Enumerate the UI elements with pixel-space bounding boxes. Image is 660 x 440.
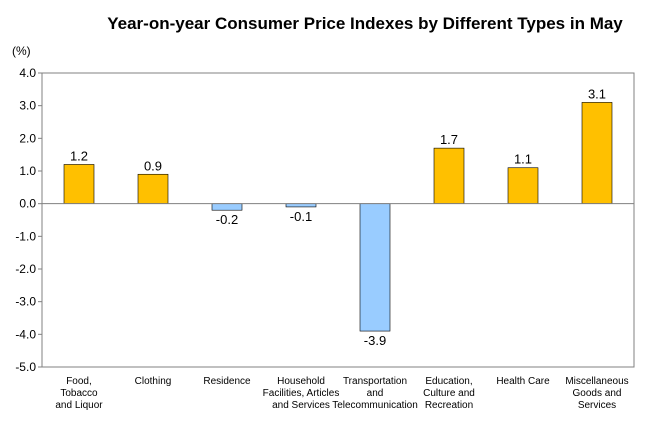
category-label-line: Telecommunication: [332, 400, 418, 411]
category-label-line: Services: [578, 400, 616, 411]
bar: [359, 203, 391, 332]
data-label: 1.1: [514, 152, 532, 167]
y-tick-label: -4.0: [15, 327, 36, 341]
category-label-line: Facilities, Articles: [263, 388, 340, 399]
category-label-line: and Liquor: [55, 400, 103, 411]
category-label-line: Recreation: [425, 400, 473, 411]
category-label: Household Facilities, Articles and Service…: [263, 376, 340, 411]
category-label-line: and: [367, 388, 384, 399]
category-label-line: Culture and: [423, 388, 475, 399]
category-label-line: Transportation: [343, 376, 407, 387]
category-label: Education, Culture and Recreation: [423, 376, 475, 411]
y-tick-label: -3.0: [15, 295, 36, 309]
category-label: Food, Tobacco and Liquor: [55, 376, 103, 411]
y-axis-unit: (%): [12, 44, 31, 58]
y-tick-label: -1.0: [15, 229, 36, 243]
category-label: Transportation and Telecommunication: [332, 376, 418, 411]
category-label-line: Miscellaneous: [565, 376, 628, 387]
data-label: 1.7: [440, 132, 458, 147]
y-tick-label: 2.0: [19, 131, 36, 145]
bar: [211, 203, 243, 211]
data-label: -0.2: [216, 212, 238, 227]
y-tick-label: 4.0: [19, 66, 36, 80]
bar: [137, 173, 169, 204]
category-label-line: Clothing: [135, 376, 172, 387]
category-label-line: Health Care: [496, 376, 550, 387]
bar: [507, 167, 539, 204]
category-label-line: Household: [277, 376, 325, 387]
bar: [433, 147, 465, 204]
y-tick-label: -5.0: [15, 360, 36, 374]
category-label: Health Care: [496, 376, 550, 387]
category-label: Residence: [203, 376, 251, 387]
y-tick-label: 1.0: [19, 164, 36, 178]
data-label: 1.2: [70, 148, 88, 163]
category-label: Miscellaneous Goods and Services: [565, 376, 628, 411]
data-label: 3.1: [588, 86, 606, 101]
category-label-line: Education,: [425, 376, 472, 387]
plot-area-frame: [41, 72, 635, 368]
category-label-line: Food,: [66, 376, 92, 387]
category-label-line: Tobacco: [60, 388, 98, 399]
category-label-line: Residence: [203, 376, 251, 387]
category-label-line: and Services: [272, 400, 330, 411]
y-tick-label: 3.0: [19, 99, 36, 113]
bar: [63, 164, 95, 204]
y-tick-label: -2.0: [15, 262, 36, 276]
data-label: 0.9: [144, 158, 162, 173]
data-label: -3.9: [364, 333, 386, 348]
y-tick-label: 0.0: [19, 197, 36, 211]
chart-title: Year-on-year Consumer Price Indexes by D…: [107, 14, 623, 33]
data-label: -0.1: [290, 209, 312, 224]
bar: [581, 102, 613, 204]
category-label: Clothing: [135, 376, 172, 387]
category-label-line: Goods and: [573, 388, 622, 399]
